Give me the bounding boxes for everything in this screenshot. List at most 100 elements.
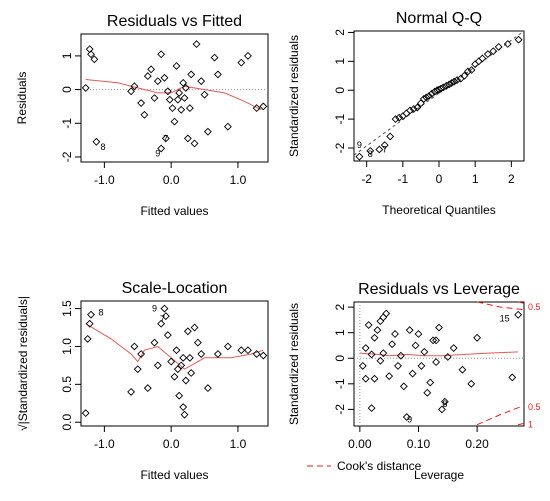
data-point — [252, 104, 261, 113]
data-point — [187, 369, 196, 377]
y-tick-label: 1.5 — [60, 300, 74, 317]
data-point — [483, 50, 492, 59]
data-point — [370, 333, 379, 342]
data-point — [167, 357, 176, 366]
data-point — [168, 104, 177, 113]
x-tick-label: 0 — [436, 172, 443, 186]
data-point — [179, 403, 188, 411]
data-point — [177, 105, 186, 114]
y-tick-label: 0 — [60, 86, 74, 93]
point-label: 8 — [99, 307, 104, 317]
point-label: 7 — [160, 314, 165, 324]
data-point — [503, 40, 512, 48]
data-point — [165, 95, 174, 104]
data-point — [453, 76, 462, 85]
data-point — [173, 365, 182, 374]
data-point — [460, 71, 469, 80]
data-point — [376, 356, 385, 365]
data-point — [203, 384, 212, 393]
data-point — [143, 384, 152, 393]
data-point — [193, 338, 202, 347]
data-point — [259, 102, 268, 111]
y-axis-label: Residuals — [15, 72, 29, 125]
plot-title: Residuals vs Fitted — [107, 13, 242, 30]
data-point — [244, 346, 252, 355]
y-tick-label: 0 — [333, 87, 347, 94]
data-point — [157, 319, 166, 328]
data-point — [489, 47, 498, 56]
data-point — [478, 54, 487, 63]
data-point — [143, 72, 152, 81]
data-point — [210, 53, 219, 62]
data-point — [473, 333, 482, 342]
data-point — [355, 152, 364, 161]
data-point — [185, 353, 194, 362]
data-point — [133, 365, 142, 374]
y-axis-label: Standardized residuals — [287, 35, 301, 157]
data-point — [385, 372, 394, 381]
data-point — [81, 83, 90, 92]
data-point — [83, 334, 92, 343]
data-point — [417, 361, 426, 370]
data-point — [422, 93, 431, 102]
point-label: 9 — [357, 140, 362, 150]
data-point — [442, 81, 451, 90]
plot-panel: Normal Q-Q Theoretical Quantiles Standardi… — [287, 10, 525, 217]
data-point — [406, 106, 415, 115]
cooks-distance-contour — [476, 301, 525, 311]
y-tick-label: 1.0 — [60, 338, 74, 355]
data-point — [382, 309, 391, 318]
data-point — [190, 323, 199, 332]
y-tick-label: -2 — [333, 142, 347, 153]
data-point — [160, 304, 169, 313]
point-label: 9 — [152, 304, 157, 314]
data-point — [420, 347, 429, 356]
x-tick-label: -1.0 — [94, 173, 115, 187]
data-point — [173, 95, 182, 104]
data-point — [140, 110, 149, 119]
data-point — [427, 89, 436, 98]
data-point — [150, 338, 159, 347]
data-point — [435, 323, 443, 332]
plot-frame — [353, 301, 525, 427]
plot-title: Normal Q-Q — [396, 10, 482, 27]
data-point — [160, 73, 169, 82]
data-point — [367, 404, 376, 413]
data-point — [179, 78, 188, 87]
data-point — [358, 361, 367, 370]
data-point — [179, 353, 188, 362]
data-point — [399, 382, 408, 391]
x-tick-label: 0.00 — [348, 437, 372, 451]
data-point — [90, 55, 99, 64]
data-point — [361, 374, 370, 383]
data-point — [424, 92, 433, 100]
point-label: 15 — [500, 314, 510, 324]
data-point — [367, 350, 376, 359]
data-point — [244, 51, 252, 60]
data-point — [197, 350, 206, 358]
y-tick-label: 2 — [333, 303, 347, 310]
data-point — [127, 387, 136, 396]
plot-title: Residuals vs Leverage — [358, 281, 520, 298]
data-point — [172, 62, 181, 70]
data-point — [190, 139, 199, 148]
data-point — [432, 358, 441, 367]
point-label: 9 — [407, 415, 412, 425]
data-point — [85, 319, 94, 328]
data-point — [197, 77, 206, 86]
plot-panel: Scale-Location Fitted values √|Standardize… — [16, 280, 269, 482]
data-point — [386, 132, 395, 141]
data-point — [423, 388, 432, 397]
data-point — [150, 94, 159, 102]
data-point — [375, 145, 384, 154]
data-point — [161, 312, 170, 321]
data-point — [137, 350, 146, 358]
point-label: 8 — [368, 149, 373, 159]
x-tick-label: -1 — [397, 172, 408, 186]
data-point — [445, 80, 454, 89]
x-tick-label: 1.0 — [230, 173, 247, 187]
point-label: 8 — [101, 142, 106, 152]
data-point — [87, 310, 95, 319]
data-point — [213, 350, 222, 358]
